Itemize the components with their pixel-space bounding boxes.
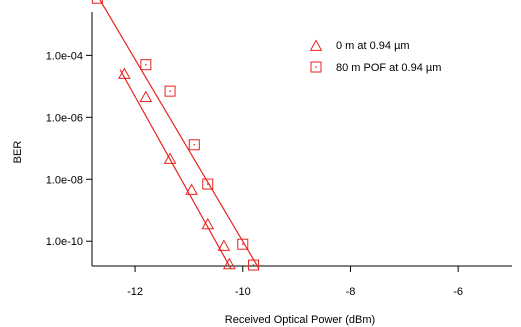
legend-square-marker — [310, 61, 322, 73]
data-point-triangle — [222, 257, 236, 270]
data-point-square-dot — [193, 143, 196, 146]
x-axis-title: Received Optical Power (dBm) — [225, 314, 375, 326]
data-point-square-box — [237, 238, 249, 250]
legend-item-0: 0 m at 0.94 µm — [309, 39, 410, 52]
legend-square-marker-box — [310, 61, 322, 73]
legend-label-1: 80 m POF at 0.94 µm — [336, 62, 441, 74]
markers-group — [91, 0, 260, 271]
data-point-square-box — [164, 85, 176, 97]
legend-marker-square — [310, 61, 322, 73]
y-tick-label: 1.0e-06 — [46, 112, 83, 124]
data-point-square-dot — [206, 183, 209, 185]
x-tick-label: -10 — [235, 286, 251, 298]
y-tick-label: 1.0e-08 — [46, 174, 83, 186]
x-ticks-group: -12 -10 -8 -6 — [127, 266, 463, 298]
data-point-square — [164, 85, 176, 97]
x-tick-label: -6 — [453, 286, 463, 298]
x-tick-label: -8 — [346, 286, 356, 298]
data-point-square — [237, 238, 249, 250]
data-point-square — [248, 259, 260, 271]
data-point-triangle — [201, 217, 215, 230]
data-point-square-dot — [145, 63, 147, 66]
data-point-square — [140, 59, 152, 71]
legend-marker-triangle — [309, 39, 323, 51]
data-point-square-dot — [241, 243, 244, 246]
legend-item-1: 80 m POF at 0.94 µm — [310, 61, 441, 74]
y-axis-title: BER — [12, 141, 24, 164]
legend-triangle-marker — [309, 39, 323, 51]
fit-lines-group — [99, 0, 260, 269]
data-point-square-box — [91, 0, 103, 4]
legend: 0 m at 0.94 µm 80 m POF at 0.94 µm — [309, 39, 441, 74]
data-point-square-box — [202, 178, 214, 190]
data-point-triangle — [185, 183, 198, 195]
data-point-triangle — [163, 152, 177, 164]
legend-label-0: 0 m at 0.94 µm — [336, 40, 410, 52]
fit-line-series-0 — [119, 69, 232, 269]
y-tick-label: 1.0e-10 — [46, 236, 83, 248]
fit-line-series-1 — [99, 0, 260, 269]
data-point-square-dot — [169, 90, 171, 92]
data-point-square-box — [248, 259, 260, 271]
data-point-triangle — [139, 90, 153, 102]
data-point-square-dot — [252, 264, 255, 266]
legend-square-marker-dot — [315, 66, 317, 68]
data-point-square — [91, 0, 103, 4]
data-point-square — [202, 178, 214, 190]
data-point-triangle — [217, 239, 231, 251]
data-point-square-box — [140, 59, 152, 71]
data-point-square-box — [188, 139, 200, 151]
chart-axes — [91, 12, 512, 267]
y-ticks-group: 1.0e-04 1.0e-06 1.0e-08 1.0e-10 — [46, 50, 92, 248]
x-tick-label: -12 — [127, 286, 143, 298]
data-point-square — [188, 139, 200, 151]
data-point-triangle — [117, 67, 131, 79]
y-tick-label: 1.0e-04 — [46, 50, 83, 62]
